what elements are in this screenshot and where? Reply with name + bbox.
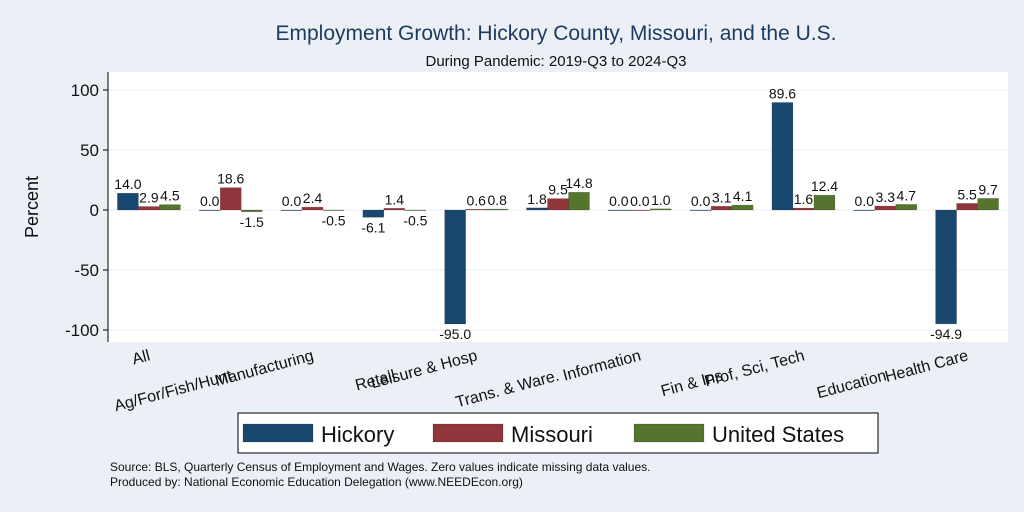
bar-united-states bbox=[322, 209, 345, 211]
bar-hickory bbox=[689, 209, 712, 211]
bar-united-states bbox=[404, 209, 427, 211]
bar-missouri bbox=[219, 187, 242, 211]
data-label: -6.1 bbox=[361, 219, 385, 235]
data-label: 18.6 bbox=[217, 171, 244, 187]
data-label: 2.4 bbox=[303, 190, 323, 206]
bars bbox=[117, 102, 999, 325]
y-axis-label: Percent bbox=[22, 176, 42, 238]
y-tick-label: -100 bbox=[65, 321, 99, 340]
data-label: 89.6 bbox=[769, 85, 796, 101]
data-label: 4.7 bbox=[897, 187, 917, 203]
data-label: 12.4 bbox=[811, 178, 838, 194]
x-tick-label: All bbox=[130, 347, 152, 368]
data-label: 0.6 bbox=[466, 192, 486, 208]
bar-hickory bbox=[526, 207, 548, 211]
data-labels: 14.02.9 4.5 0.018.6-1.50.0 2.4-0.5 -6.11.4-0… bbox=[114, 85, 998, 342]
legend-swatch bbox=[633, 423, 705, 443]
bar-missouri bbox=[792, 207, 815, 211]
bar-united-states bbox=[813, 194, 836, 211]
data-label: 0.8 bbox=[487, 192, 507, 208]
data-label: 1.4 bbox=[385, 191, 405, 207]
bar-united-states bbox=[240, 209, 263, 213]
bar-hickory bbox=[117, 192, 139, 211]
bar-united-states bbox=[895, 204, 918, 211]
bar-missouri bbox=[383, 208, 406, 211]
data-label: -94.9 bbox=[930, 326, 962, 342]
x-tick-label: Education bbox=[815, 367, 888, 402]
data-label: 0.0 bbox=[630, 193, 650, 209]
data-label: 2.9 bbox=[139, 190, 159, 206]
data-label: 1.8 bbox=[527, 191, 547, 207]
data-label: 9.5 bbox=[548, 182, 568, 198]
legend-swatch bbox=[242, 423, 314, 443]
source-note: Source: BLS, Quarterly Census of Employm… bbox=[110, 460, 650, 474]
chart-title: Employment Growth: Hickory County, Misso… bbox=[276, 22, 837, 45]
produced-note: Produced by: National Economic Education… bbox=[110, 475, 523, 489]
data-label: -0.5 bbox=[321, 213, 345, 229]
bar-united-states bbox=[650, 208, 672, 211]
data-label: 1.0 bbox=[651, 192, 671, 208]
data-label: 14.0 bbox=[114, 176, 141, 192]
x-tick-label: Health Care bbox=[883, 347, 970, 386]
data-label: 3.3 bbox=[876, 189, 896, 205]
y-tick-label: -50 bbox=[74, 261, 99, 280]
x-tick-label: Prof, Sci, Tech bbox=[703, 347, 807, 390]
y-tick-label: 0 bbox=[90, 201, 99, 220]
data-label: 0.0 bbox=[855, 193, 875, 209]
data-label: 0.0 bbox=[282, 193, 302, 209]
bar-hickory bbox=[444, 209, 466, 325]
legend-label: Hickory bbox=[321, 422, 394, 447]
bar-united-states bbox=[568, 191, 590, 211]
bar-hickory bbox=[362, 209, 385, 218]
bar-united-states bbox=[731, 204, 754, 211]
legend-label: United States bbox=[712, 422, 844, 447]
data-label: 0.0 bbox=[691, 193, 711, 209]
data-label: 4.1 bbox=[733, 188, 753, 204]
bar-missouri bbox=[710, 206, 733, 211]
x-tick-label: Manufacturing bbox=[213, 347, 315, 390]
bar-hickory bbox=[853, 209, 876, 211]
data-label: -0.5 bbox=[403, 213, 427, 229]
legend-label: Missouri bbox=[511, 422, 593, 447]
data-label: 0.0 bbox=[609, 193, 629, 209]
data-label: -95.0 bbox=[439, 326, 471, 342]
bar-missouri bbox=[547, 198, 569, 211]
y-tick-label: 100 bbox=[71, 81, 99, 100]
bar-missouri bbox=[465, 209, 487, 211]
x-tick-label: Information bbox=[561, 347, 643, 384]
bar-united-states bbox=[159, 204, 181, 211]
bar-missouri bbox=[138, 206, 160, 211]
data-label: 4.5 bbox=[160, 188, 180, 204]
bar-united-states bbox=[977, 198, 999, 211]
data-label: 14.8 bbox=[565, 175, 592, 191]
bar-hickory bbox=[198, 209, 221, 211]
x-tick-label: Trans. & Ware. bbox=[454, 367, 561, 411]
data-label: 0.0 bbox=[200, 193, 220, 209]
data-label: -1.5 bbox=[240, 214, 264, 230]
chart-subtitle: During Pandemic: 2019-Q3 to 2024-Q3 bbox=[426, 53, 687, 70]
data-label: 5.5 bbox=[957, 186, 977, 202]
bar-united-states bbox=[486, 208, 508, 211]
bar-hickory bbox=[608, 209, 630, 211]
legend: Hickory Missouri United States bbox=[237, 412, 879, 454]
bar-missouri bbox=[874, 205, 897, 211]
y-tick-label: 50 bbox=[80, 141, 99, 160]
bar-missouri bbox=[956, 203, 978, 211]
legend-box bbox=[237, 412, 879, 454]
bar-missouri bbox=[301, 206, 324, 211]
bar-hickory bbox=[280, 209, 303, 211]
y-axis: -100 -50 0 50 100 bbox=[65, 72, 109, 342]
data-label: 3.1 bbox=[712, 189, 732, 205]
bar-missouri bbox=[629, 209, 651, 211]
bar-hickory bbox=[935, 209, 957, 325]
data-label: 1.6 bbox=[794, 191, 814, 207]
bar-hickory bbox=[771, 102, 794, 211]
legend-swatch bbox=[432, 423, 504, 443]
data-label: 9.7 bbox=[978, 181, 998, 197]
